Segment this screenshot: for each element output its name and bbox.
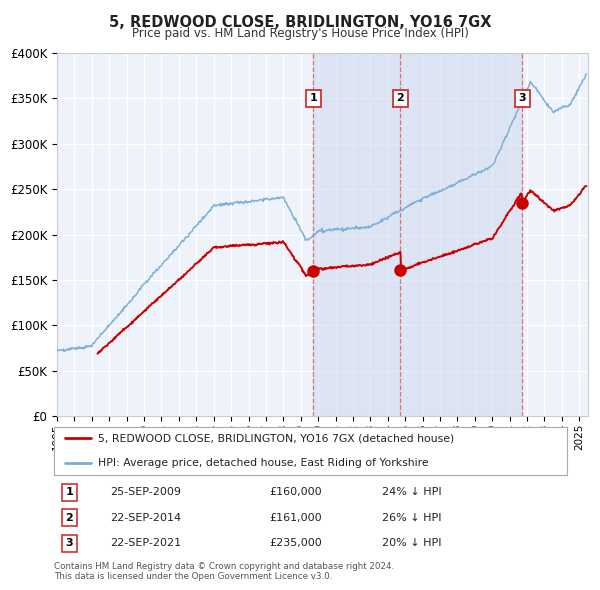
Text: 1: 1 <box>65 487 73 497</box>
Text: 22-SEP-2014: 22-SEP-2014 <box>110 513 182 523</box>
Text: 26% ↓ HPI: 26% ↓ HPI <box>382 513 442 523</box>
Text: 5, REDWOOD CLOSE, BRIDLINGTON, YO16 7GX (detached house): 5, REDWOOD CLOSE, BRIDLINGTON, YO16 7GX … <box>98 433 454 443</box>
Text: £160,000: £160,000 <box>269 487 322 497</box>
Text: 2: 2 <box>65 513 73 523</box>
Text: 22-SEP-2021: 22-SEP-2021 <box>110 538 182 548</box>
Text: 3: 3 <box>65 538 73 548</box>
Text: £161,000: £161,000 <box>269 513 322 523</box>
Bar <box>313 53 400 416</box>
Text: Price paid vs. HM Land Registry's House Price Index (HPI): Price paid vs. HM Land Registry's House … <box>131 27 469 40</box>
Bar <box>400 53 523 416</box>
Text: 20% ↓ HPI: 20% ↓ HPI <box>382 538 442 548</box>
Text: £235,000: £235,000 <box>269 538 322 548</box>
Text: 3: 3 <box>518 93 526 103</box>
Text: 5, REDWOOD CLOSE, BRIDLINGTON, YO16 7GX: 5, REDWOOD CLOSE, BRIDLINGTON, YO16 7GX <box>109 15 491 30</box>
Text: 25-SEP-2009: 25-SEP-2009 <box>110 487 181 497</box>
Text: 2: 2 <box>397 93 404 103</box>
Text: HPI: Average price, detached house, East Riding of Yorkshire: HPI: Average price, detached house, East… <box>98 458 428 468</box>
Text: 1: 1 <box>310 93 317 103</box>
Text: Contains HM Land Registry data © Crown copyright and database right 2024.
This d: Contains HM Land Registry data © Crown c… <box>54 562 394 581</box>
Text: 24% ↓ HPI: 24% ↓ HPI <box>382 487 442 497</box>
